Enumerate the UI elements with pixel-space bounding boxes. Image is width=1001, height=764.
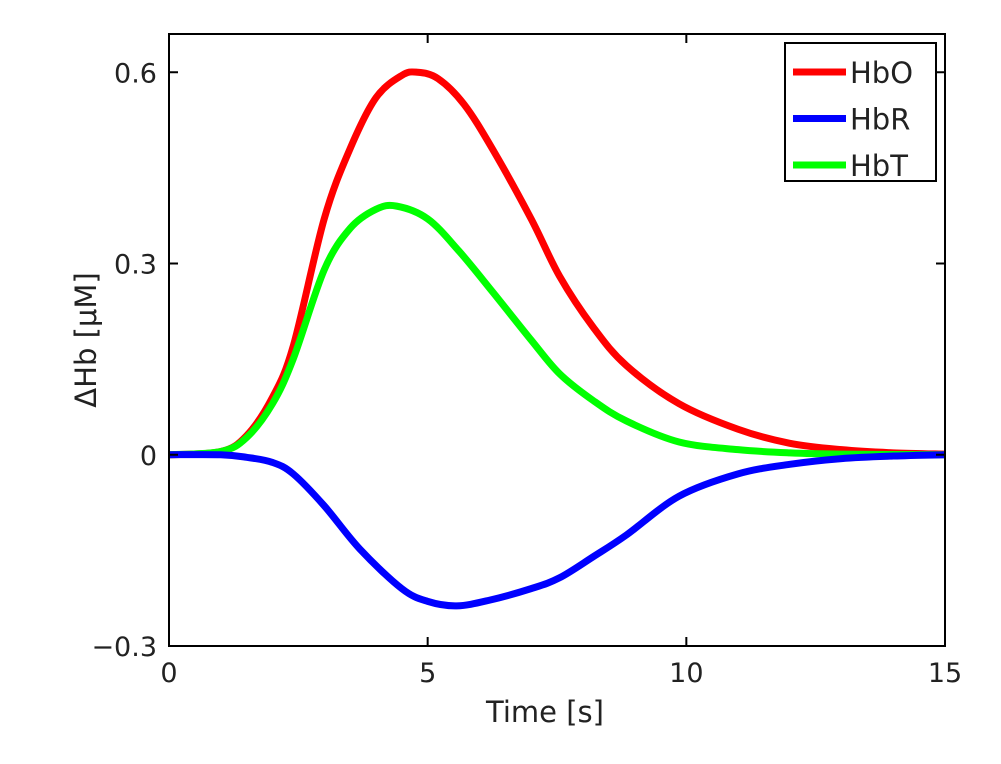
series-line-hbt (168, 201, 946, 459)
ticks: 0 5 10 15−0.300.30.6 (91, 34, 962, 689)
plot-area (168, 68, 946, 610)
x-axis-label: Time [s] (485, 695, 604, 729)
x-tick-label: 10 (669, 658, 703, 689)
y-tick-label: 0 (140, 441, 157, 472)
legend-label: HbT (850, 149, 908, 183)
x-tick-label: 15 (928, 658, 962, 689)
x-tick-label: 5 (419, 658, 436, 689)
y-tick-label: −0.3 (91, 632, 157, 663)
legend: HbO HbR HbT (784, 42, 937, 183)
y-axis-label: ΔHb [μM] (69, 272, 103, 407)
series-line-hbr (168, 451, 946, 610)
axes-box (168, 33, 946, 647)
legend-box (784, 42, 937, 182)
series-line-hbo (168, 68, 946, 459)
x-tick-label: 0 (160, 658, 177, 689)
y-tick-label: 0.6 (114, 58, 157, 89)
y-tick-label: 0.3 (114, 250, 157, 281)
legend-label: HbR (850, 103, 910, 137)
legend-label: HbO (850, 56, 913, 90)
